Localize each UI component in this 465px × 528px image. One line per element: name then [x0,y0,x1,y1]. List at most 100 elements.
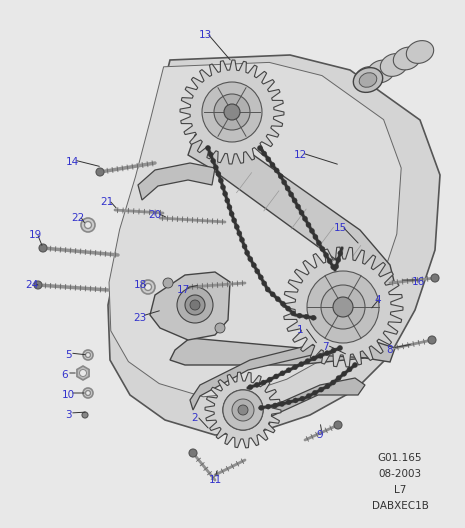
Circle shape [232,399,254,421]
Text: 2: 2 [192,413,198,423]
Text: 08-2003: 08-2003 [379,469,422,479]
Circle shape [232,218,237,223]
Circle shape [319,387,324,392]
Circle shape [237,231,242,236]
Circle shape [208,152,213,157]
Text: G01.165: G01.165 [378,453,422,463]
Text: 19: 19 [28,230,42,240]
Circle shape [274,168,279,173]
Circle shape [312,356,317,361]
Circle shape [282,180,286,185]
Circle shape [338,345,343,351]
Circle shape [327,259,332,263]
Text: 1: 1 [297,325,303,335]
Ellipse shape [380,54,408,77]
Circle shape [236,403,250,417]
Circle shape [83,388,93,398]
Circle shape [325,384,330,389]
Circle shape [206,146,211,150]
Text: 16: 16 [412,277,425,287]
Circle shape [352,363,358,367]
Polygon shape [150,272,230,340]
Circle shape [248,257,253,261]
Circle shape [238,405,248,415]
Circle shape [216,172,221,176]
Circle shape [297,313,302,318]
Ellipse shape [359,73,377,87]
Circle shape [262,281,267,286]
Circle shape [239,238,245,242]
Circle shape [300,396,305,401]
Text: 18: 18 [133,280,146,290]
Circle shape [229,211,234,216]
Text: 3: 3 [65,410,71,420]
Circle shape [34,281,42,289]
Circle shape [141,280,155,294]
Circle shape [82,412,88,418]
Circle shape [223,390,263,430]
Circle shape [286,367,291,373]
Circle shape [278,174,283,178]
Circle shape [307,271,379,343]
Text: 10: 10 [61,390,74,400]
Circle shape [86,353,91,357]
Circle shape [338,251,343,256]
Circle shape [81,218,95,232]
Circle shape [292,365,298,370]
Text: 21: 21 [100,197,113,207]
Circle shape [255,269,260,274]
Circle shape [220,185,226,190]
Circle shape [262,151,266,156]
Ellipse shape [406,41,434,63]
Circle shape [431,274,439,282]
Circle shape [321,286,365,328]
Circle shape [347,367,352,372]
Circle shape [280,371,285,376]
Polygon shape [77,366,89,380]
Circle shape [248,385,253,390]
Circle shape [333,264,339,269]
Circle shape [259,406,264,410]
Circle shape [311,315,316,320]
Circle shape [211,158,216,164]
Circle shape [224,104,240,120]
Polygon shape [265,378,365,428]
Polygon shape [190,345,370,410]
Circle shape [83,350,93,360]
Text: 12: 12 [293,150,306,160]
Text: 22: 22 [71,213,85,223]
Text: 5: 5 [65,350,71,360]
Circle shape [39,244,47,252]
Circle shape [336,375,341,381]
Circle shape [270,163,275,167]
Circle shape [190,300,200,310]
Text: 7: 7 [322,342,328,352]
Circle shape [219,178,223,183]
Circle shape [270,292,275,297]
Circle shape [266,157,271,162]
Circle shape [303,216,307,221]
Circle shape [223,191,228,196]
Polygon shape [138,163,215,200]
Text: 6: 6 [62,370,68,380]
Circle shape [299,362,304,366]
Circle shape [273,374,279,379]
Circle shape [331,380,336,385]
Circle shape [225,198,230,203]
Circle shape [258,146,263,150]
Ellipse shape [354,67,382,89]
Circle shape [202,82,262,142]
Circle shape [189,449,197,457]
Circle shape [242,244,247,249]
Circle shape [306,222,311,228]
Text: 24: 24 [26,280,39,290]
Circle shape [145,284,152,290]
Circle shape [96,168,104,176]
Polygon shape [283,247,403,367]
Polygon shape [170,338,395,365]
Circle shape [279,401,285,407]
Circle shape [309,274,377,341]
Circle shape [203,82,261,142]
Ellipse shape [353,68,383,92]
Circle shape [316,241,321,246]
